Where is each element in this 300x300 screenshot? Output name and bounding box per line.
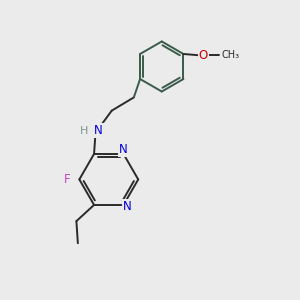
Text: O: O — [199, 49, 208, 62]
Text: F: F — [64, 173, 70, 186]
Text: N: N — [119, 143, 128, 156]
Text: N: N — [123, 200, 131, 213]
Text: N: N — [94, 124, 103, 137]
Text: CH₃: CH₃ — [221, 50, 239, 61]
Text: H: H — [80, 126, 88, 136]
